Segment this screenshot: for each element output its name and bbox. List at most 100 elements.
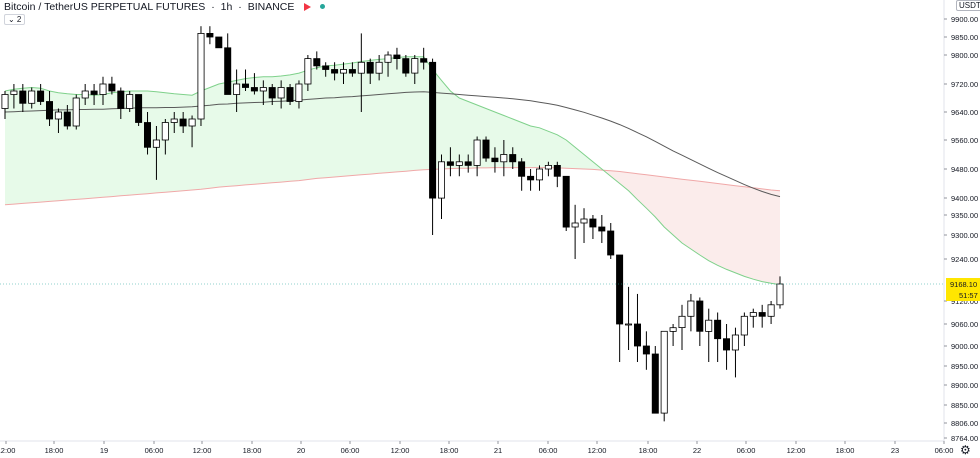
candle-body — [233, 83, 241, 95]
candle-body — [90, 90, 98, 95]
candle-body — [1, 94, 9, 109]
plot-area — [0, 26, 944, 422]
candle-body — [687, 300, 695, 317]
y-tick-label: 9850.00 — [951, 33, 978, 42]
symbol-legend[interactable]: Bitcoin / TetherUS PERPETUAL FUTURES · 1… — [4, 1, 326, 13]
ma-mid-line — [4, 91, 781, 198]
candle-body — [348, 69, 356, 74]
candle-body — [562, 175, 570, 228]
candle-body — [72, 97, 80, 127]
x-tick-label: 22 — [693, 446, 701, 455]
candle-body — [625, 323, 633, 326]
candle-body — [63, 111, 71, 127]
candle-body — [313, 58, 321, 67]
x-tick-label: 06:00 — [539, 446, 558, 455]
x-tick-label: 18:00 — [440, 446, 459, 455]
candle-body — [669, 327, 677, 332]
candle-body — [339, 69, 347, 74]
candle-body — [10, 90, 18, 95]
y-tick-label: 9560.00 — [951, 136, 978, 145]
candle-body — [491, 157, 499, 163]
candle-body — [250, 87, 258, 92]
flag-icon[interactable] — [304, 3, 312, 11]
x-tick-label: 06:00 — [145, 446, 164, 455]
candle-body — [455, 161, 463, 166]
candle-body — [678, 315, 686, 328]
x-tick-label: 12:00 — [787, 446, 806, 455]
candle-body — [518, 161, 526, 177]
candle-body — [714, 319, 722, 340]
x-tick-label: 18:00 — [639, 446, 658, 455]
candle-body — [197, 33, 205, 120]
y-tick-label: 8764.00 — [951, 434, 978, 443]
candle-body — [393, 54, 401, 59]
candle-body — [580, 218, 588, 224]
candle-body — [259, 87, 267, 92]
candle-body — [161, 122, 169, 141]
x-tick-label: 18:00 — [45, 446, 64, 455]
legend-separator: · — [211, 1, 215, 13]
y-tick-label: 9640.00 — [951, 108, 978, 117]
candle-body — [268, 87, 276, 99]
candle-body — [117, 90, 125, 109]
countdown-badge — [946, 290, 980, 301]
candle-body — [660, 330, 668, 414]
candle-body — [571, 222, 579, 228]
gear-icon[interactable]: ⚙ — [960, 443, 971, 457]
candle-body — [37, 90, 45, 102]
candle-body — [527, 175, 535, 181]
candle-body — [731, 334, 739, 351]
bear-cloud-fill — [601, 169, 780, 285]
market-status-dot-icon — [320, 4, 326, 9]
currency-badge[interactable]: USDT — [956, 0, 980, 11]
candle-body — [135, 94, 143, 123]
x-tick-label: 18:00 — [243, 446, 262, 455]
candle-body — [482, 139, 490, 159]
candle-body — [28, 90, 36, 104]
candle-body — [143, 122, 151, 148]
candle-body — [429, 61, 437, 199]
x-tick-label: 20 — [297, 446, 305, 455]
candle-body — [81, 90, 89, 99]
candle-body — [224, 47, 232, 95]
y-tick-label: 9000.00 — [951, 342, 978, 351]
x-tick-label: 18:00 — [836, 446, 855, 455]
candle-body — [616, 254, 624, 325]
candle-body — [705, 319, 713, 332]
candle-body — [54, 111, 62, 120]
candle-body — [536, 168, 544, 181]
candle-body — [286, 87, 294, 102]
candle-body — [295, 83, 303, 102]
y-tick-label: 9060.00 — [951, 320, 978, 329]
candle-body — [473, 139, 481, 166]
y-tick-label: 9480.00 — [951, 165, 978, 174]
candle-body — [607, 230, 615, 256]
candle-body — [46, 101, 54, 120]
y-tick-label: 9720.00 — [951, 80, 978, 89]
candle-body — [384, 54, 392, 63]
y-tick-label: 9400.00 — [951, 194, 978, 203]
last-price-label: 9168.10 — [950, 280, 977, 289]
y-tick-label: 9800.00 — [951, 51, 978, 60]
candle-body — [331, 69, 339, 74]
candle-body — [446, 161, 454, 166]
y-tick-label: 9240.00 — [951, 255, 978, 264]
candle-body — [99, 83, 107, 95]
candle-body — [402, 58, 410, 74]
candle-body — [651, 353, 659, 414]
candle-body — [767, 304, 775, 317]
x-tick-label: 19 — [100, 446, 108, 455]
y-tick-label: 9350.00 — [951, 211, 978, 220]
ma-fast-line — [4, 56, 781, 286]
y-tick-label: 9120.00 — [951, 297, 978, 306]
exchange-label: BINANCE — [247, 1, 295, 13]
candle-body — [589, 218, 597, 228]
legend-separator: · — [238, 1, 242, 13]
candle-body — [19, 90, 27, 104]
x-tick-label: 12:00 — [193, 446, 212, 455]
candle-body — [126, 94, 134, 109]
candle-body — [188, 118, 196, 127]
indicator-collapse-button[interactable]: ⌄ 2 — [4, 14, 26, 25]
timeframe-label: 1h — [220, 1, 233, 13]
